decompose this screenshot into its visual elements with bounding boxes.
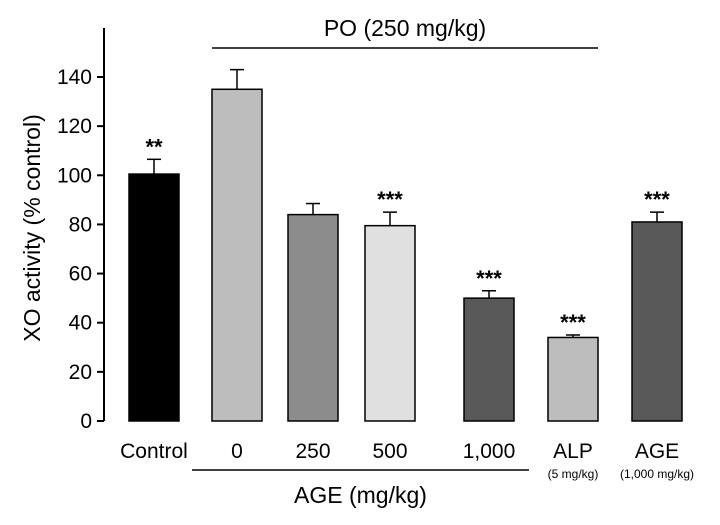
y-tick-label: 40 [69, 312, 92, 335]
bars [128, 88, 683, 422]
group-brackets: PO (250 mg/kg) AGE (mg/kg) [192, 15, 598, 508]
bar-1 [211, 88, 263, 422]
age-group-label: AGE (mg/kg) [294, 482, 427, 508]
error-bars [147, 68, 664, 338]
x-tick-sublabel-6: (1,000 mg/kg) [620, 467, 694, 481]
y-tick-label: 140 [57, 66, 92, 89]
bar-0 [128, 173, 180, 422]
significance-label-3: *** [377, 187, 403, 212]
bar-2 [287, 213, 339, 422]
x-tick-sublabel-5: (5 mg/kg) [548, 467, 599, 481]
bar-5 [547, 336, 599, 422]
y-tick-label: 100 [57, 164, 92, 187]
x-tick-label-0: Control [120, 440, 188, 463]
x-tick-label-3: 500 [372, 440, 407, 463]
y-axis-title: XO activity (% control) [19, 114, 45, 342]
po-group-label: PO (250 mg/kg) [324, 15, 486, 41]
x-tick-label-2: 250 [295, 440, 330, 463]
x-tick-label-1: 0 [231, 440, 243, 463]
x-tick-label-5: ALP [553, 440, 593, 463]
y-tick-label: 20 [69, 361, 92, 384]
y-tick-label: 60 [69, 263, 92, 286]
significance-label-4: *** [476, 266, 502, 291]
significance-label-5: *** [560, 310, 586, 335]
y-axis: 0 20 40 60 80 100 120 140 [57, 28, 105, 433]
significance-markers: ************** [145, 134, 670, 335]
significance-label-0: ** [145, 134, 163, 159]
bar-6 [631, 221, 683, 422]
y-tick-label: 120 [57, 115, 92, 138]
bar-3 [364, 224, 416, 422]
bar-4 [463, 297, 515, 422]
y-tick-label: 80 [69, 213, 92, 236]
x-tick-label-4: 1,000 [463, 440, 516, 463]
x-axis-labels: Control 0 250 500 1,000 ALP (5 mg/kg) AGE (1,000… [120, 440, 694, 481]
x-tick-label-6: AGE [635, 440, 679, 463]
y-tick-label: 0 [80, 410, 92, 433]
significance-label-6: *** [644, 187, 670, 212]
